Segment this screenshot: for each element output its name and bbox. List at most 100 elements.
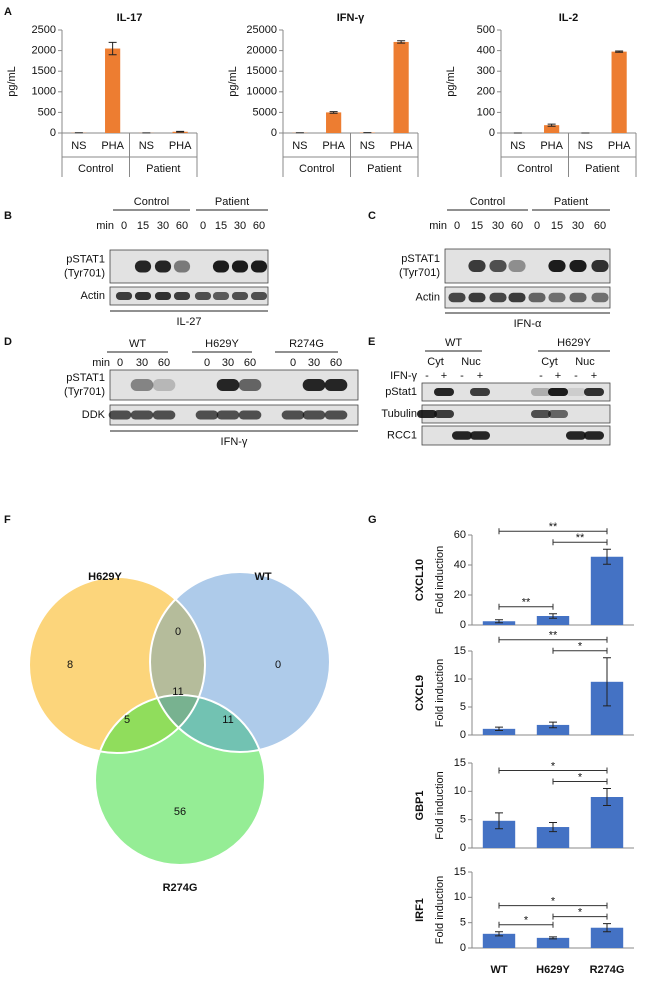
blot-band bbox=[238, 379, 262, 391]
row-label: pSTAT1 bbox=[66, 372, 105, 384]
stimulus-label: IFN-γ bbox=[221, 436, 248, 448]
row-label: DDK bbox=[82, 409, 106, 421]
panel-label: G bbox=[368, 514, 377, 526]
venn-region bbox=[150, 695, 265, 752]
blot-strip bbox=[421, 382, 611, 402]
y-tick-label: 40 bbox=[454, 559, 466, 571]
treatment-sign: - bbox=[460, 370, 464, 382]
significance-label: * bbox=[578, 771, 583, 783]
chart-title: IL-17 bbox=[117, 12, 143, 24]
group-label: Control bbox=[517, 163, 552, 175]
x-tick-label: PHA bbox=[101, 140, 124, 152]
y-axis-label: Fold induction bbox=[434, 771, 446, 840]
stimulus-label: IL-27 bbox=[176, 316, 201, 328]
x-tick-label: WT bbox=[490, 964, 507, 976]
blot-band bbox=[130, 410, 154, 420]
row-label: pSTAT1 bbox=[66, 253, 105, 265]
significance-bracket bbox=[552, 778, 608, 785]
error-bar bbox=[603, 788, 611, 806]
blot-band bbox=[134, 291, 152, 301]
fraction-label: Cyt bbox=[541, 356, 558, 368]
blot-band bbox=[152, 379, 176, 391]
bar bbox=[590, 927, 624, 948]
x-tick-label: NS bbox=[71, 140, 86, 152]
blot-band bbox=[591, 260, 609, 272]
bar bbox=[536, 616, 570, 625]
group-label: Control bbox=[299, 163, 334, 175]
error-bar bbox=[547, 123, 556, 127]
bar bbox=[611, 51, 627, 133]
time-point: 60 bbox=[176, 220, 188, 232]
x-tick-label: NS bbox=[360, 140, 375, 152]
error-bar bbox=[603, 923, 611, 933]
fraction-label: Nuc bbox=[575, 356, 595, 368]
y-tick-label: 0 bbox=[271, 127, 277, 139]
venn-set-label: WT bbox=[254, 571, 271, 583]
blot-band bbox=[591, 292, 609, 303]
y-tick-label: 15 bbox=[454, 757, 466, 769]
row-label: (Tyr701) bbox=[64, 386, 105, 398]
blot-band bbox=[302, 379, 326, 391]
blot-band bbox=[548, 260, 566, 272]
time-point: 0 bbox=[117, 357, 123, 369]
y-tick-label: 15 bbox=[454, 645, 466, 657]
bar bbox=[482, 728, 516, 735]
significance-bracket bbox=[498, 603, 554, 610]
treatment-sign: + bbox=[555, 370, 561, 382]
y-tick-label: 400 bbox=[477, 45, 495, 57]
blot-band bbox=[583, 387, 605, 397]
bar bbox=[590, 556, 624, 625]
venn-outline bbox=[28, 576, 206, 754]
venn-count: 5 bbox=[124, 714, 130, 726]
row-label: (Tyr701) bbox=[399, 267, 440, 279]
blot-band bbox=[569, 292, 587, 303]
blot-band bbox=[416, 409, 438, 419]
error-bar bbox=[603, 548, 611, 565]
time-point: 0 bbox=[534, 220, 540, 232]
panel-label: E bbox=[368, 336, 375, 348]
y-tick-label: 20 bbox=[454, 589, 466, 601]
blot-band bbox=[468, 260, 486, 272]
treatment-sign: - bbox=[574, 370, 578, 382]
panel-label: C bbox=[368, 210, 376, 222]
chart-title: IL-2 bbox=[559, 12, 579, 24]
venn-clip bbox=[150, 695, 265, 752]
blot-band bbox=[569, 260, 587, 272]
x-tick-label: NS bbox=[292, 140, 307, 152]
significance-label: * bbox=[524, 915, 529, 927]
blot-band bbox=[173, 260, 191, 273]
venn-outline bbox=[149, 571, 331, 753]
blot-group-label: Control bbox=[134, 196, 169, 208]
bar bbox=[544, 125, 560, 133]
y-tick-label: 500 bbox=[38, 106, 56, 118]
blot-band bbox=[324, 410, 348, 420]
venn-count: 11 bbox=[222, 714, 233, 726]
blot-band bbox=[212, 260, 230, 273]
blot-band bbox=[530, 387, 552, 397]
significance-label: ** bbox=[549, 521, 558, 533]
x-tick-label: R274G bbox=[590, 964, 625, 976]
blot-band bbox=[451, 431, 473, 440]
significance-bracket bbox=[552, 539, 608, 546]
error-bar bbox=[329, 111, 338, 114]
blot-band bbox=[548, 292, 566, 303]
y-tick-label: 15000 bbox=[246, 65, 277, 77]
y-axis-label: pg/mL bbox=[6, 66, 18, 97]
bar bbox=[482, 933, 516, 948]
treatment-sign: - bbox=[425, 370, 429, 382]
significance-label: * bbox=[578, 907, 583, 919]
bar bbox=[326, 112, 342, 133]
blot-band bbox=[489, 260, 507, 272]
y-tick-label: 200 bbox=[477, 86, 495, 98]
venn-count: 11 bbox=[172, 686, 183, 698]
blot-band bbox=[216, 379, 240, 391]
y-tick-label: 10 bbox=[454, 785, 466, 797]
y-tick-label: 500 bbox=[477, 24, 495, 36]
blot-group-label: R274G bbox=[289, 338, 324, 350]
y-tick-label: 2500 bbox=[32, 24, 56, 36]
blot-band bbox=[547, 409, 569, 419]
blot-band bbox=[195, 410, 219, 420]
blot-band bbox=[528, 292, 546, 303]
group-label: Patient bbox=[146, 163, 180, 175]
